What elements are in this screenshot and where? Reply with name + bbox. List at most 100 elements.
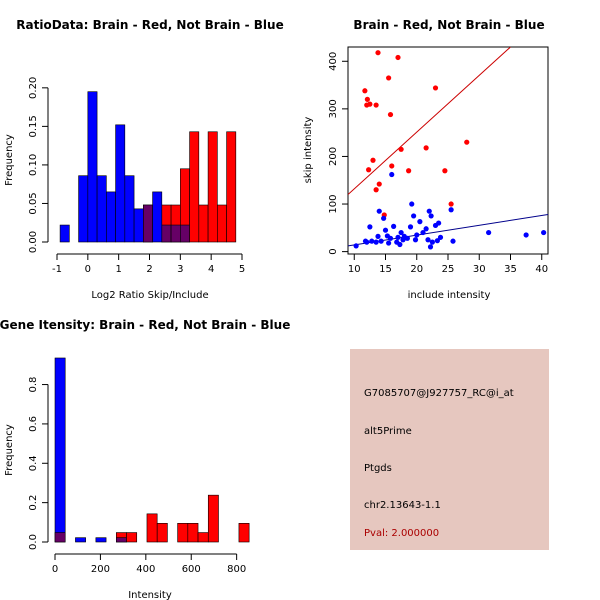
scatter-point-blue	[373, 239, 379, 245]
ratio-histogram-y-tick-label: 0.10	[28, 154, 39, 176]
scatter-point-blue	[428, 213, 434, 219]
ratio-histogram-bar-red	[198, 204, 209, 243]
scatter-point-red	[370, 157, 376, 163]
ratio-histogram-x-tick-label: 4	[208, 264, 214, 275]
ratio-histogram-axes: -1 0 1 2 3 4 5 0.00 0.05 0.10 0.15 0.20	[28, 77, 245, 275]
scatter-point-blue	[382, 227, 389, 233]
intensity-histogram-bars	[54, 357, 250, 543]
scatter-point-red	[464, 139, 470, 145]
scatter-x-tick-label: 10	[348, 264, 361, 275]
ratio-histogram-bar-overlap	[180, 224, 190, 243]
intensity-histogram-bar-red	[126, 532, 138, 543]
ratio-histogram-bar-red	[207, 131, 218, 243]
scatter-plot-box	[347, 46, 549, 255]
scatter-point-red	[386, 75, 392, 81]
intensity-histogram-x-tick-label: 0	[52, 564, 58, 575]
ratio-histogram-y-tick-label: 0.15	[28, 115, 39, 137]
scatter-point-red	[373, 187, 379, 193]
ratio-histogram-bar-blue	[115, 124, 126, 243]
scatter-point-blue	[409, 201, 415, 207]
scatter-point-blue	[541, 229, 547, 236]
ratio-histogram-x-tick-label: 2	[146, 264, 152, 275]
ratio-histogram-y-tick-label: 0.20	[28, 77, 39, 99]
ratio-histogram-x-tick-label: 1	[115, 264, 121, 275]
ratio-histogram-bar-blue	[106, 191, 116, 243]
scatter-point-blue	[429, 239, 435, 245]
scatter-panel: Brain - Red, Not Brain - Blue 10 15 20 25 30…	[303, 18, 549, 301]
intensity-histogram-y-tick-label: 0.6	[28, 416, 39, 432]
scatter-point-blue	[437, 234, 444, 240]
scatter-point-blue	[423, 226, 429, 232]
scatter-x-tick-label: 20	[410, 264, 423, 275]
ratio-histogram-y-tick-label: 0.00	[28, 231, 39, 253]
scatter-point-red	[442, 168, 448, 174]
ratio-histogram-y-tick-label: 0.05	[28, 192, 39, 214]
location-text: chr2.13643-1.1	[364, 500, 441, 511]
event-type-text: alt5Prime	[364, 426, 412, 437]
intensity-histogram-x-tick-label: 800	[227, 564, 246, 575]
intensity-histogram-y-tick-label: 0.4	[28, 455, 39, 471]
intensity-histogram-bar-blue	[75, 537, 86, 543]
ratio-histogram-bar-red	[217, 204, 227, 243]
ratio-histogram-x-tick-label: -1	[52, 264, 62, 275]
intensity-histogram-y-tick-label: 0.2	[28, 495, 39, 511]
scatter-point-blue	[378, 238, 384, 244]
scatter-point-blue	[427, 244, 434, 250]
ratio-histogram-title: RatioData: Brain - Red, Not Brain - Blue	[16, 18, 283, 32]
ratio-histogram-bar-blue	[152, 191, 163, 243]
scatter-point-blue	[375, 233, 381, 239]
scatter-point-blue	[387, 235, 394, 241]
ratio-histogram-x-tick-label: 3	[177, 264, 183, 275]
scatter-x-tick-label: 15	[379, 264, 392, 275]
intensity-histogram-bar-blue	[54, 357, 66, 543]
gene-name-text: Ptgds	[364, 463, 392, 474]
scatter-point-blue	[369, 238, 375, 244]
intensity-histogram-axes: 0 200 400 600 800 0.0 0.2 0.4 0.6 0.8	[28, 377, 246, 575]
pval-text: Pval: 2.000000	[364, 528, 439, 539]
scatter-point-blue	[434, 238, 440, 244]
scatter-point-blue	[391, 223, 397, 229]
ratio-histogram-bar-blue	[133, 208, 144, 243]
scatter-point-blue	[420, 229, 426, 236]
ratio-histogram-ylabel: Frequency	[4, 134, 15, 186]
scatter-point-blue	[412, 237, 419, 243]
scatter-point-blue	[376, 208, 382, 214]
intensity-histogram-bar-blue	[95, 537, 107, 543]
scatter-point-blue	[398, 229, 404, 236]
scatter-point-red	[376, 181, 382, 187]
scatter-point-blue	[426, 208, 432, 214]
scatter-point-blue	[425, 237, 431, 243]
scatter-point-blue	[381, 215, 387, 221]
ratio-histogram-xlabel: Log2 Ratio Skip/Include	[91, 290, 208, 301]
ratio-histogram-bar-overlap	[170, 224, 181, 243]
probe-id-text: G7085707@J927757_RC@i_at	[364, 388, 514, 399]
scatter-point-red	[432, 85, 439, 91]
scatter-point-red	[448, 201, 454, 207]
scatter-point-red	[387, 111, 394, 118]
ratio-histogram-bar-blue	[59, 224, 70, 243]
scatter-point-blue	[353, 243, 359, 249]
intensity-histogram-bar-red	[146, 513, 158, 543]
ratio-histogram-x-tick-label: 0	[85, 264, 91, 275]
intensity-histogram-bar-red	[177, 523, 189, 543]
ratio-histogram-bar-blue	[124, 175, 135, 243]
scatter-point-blue	[414, 232, 420, 238]
intensity-histogram-y-tick-label: 0.8	[28, 377, 39, 393]
intensity-histogram-x-tick-label: 200	[91, 564, 110, 575]
scatter-point-blue	[364, 239, 370, 245]
scatter-point-blue	[397, 241, 403, 248]
ratio-histogram-bar-blue	[87, 91, 98, 243]
scatter-point-red	[362, 88, 368, 94]
intensity-histogram-bar-overlap	[54, 532, 66, 543]
scatter-point-blue	[486, 229, 492, 236]
scatter-point-blue	[386, 240, 392, 246]
scatter-point-blue	[417, 219, 423, 225]
scatter-title: Brain - Red, Not Brain - Blue	[353, 18, 544, 32]
scatter-y-tick-label: 100	[328, 194, 339, 213]
scatter-point-blue	[389, 171, 395, 178]
info-panel: G7085707@J927757_RC@i_at alt5Prime Ptgds…	[350, 349, 549, 550]
scatter-point-red	[423, 145, 429, 151]
scatter-fit-line	[348, 47, 511, 195]
scatter-y-tick-label: 0	[328, 248, 339, 254]
intensity-histogram-y-tick-label: 0.0	[28, 534, 39, 550]
